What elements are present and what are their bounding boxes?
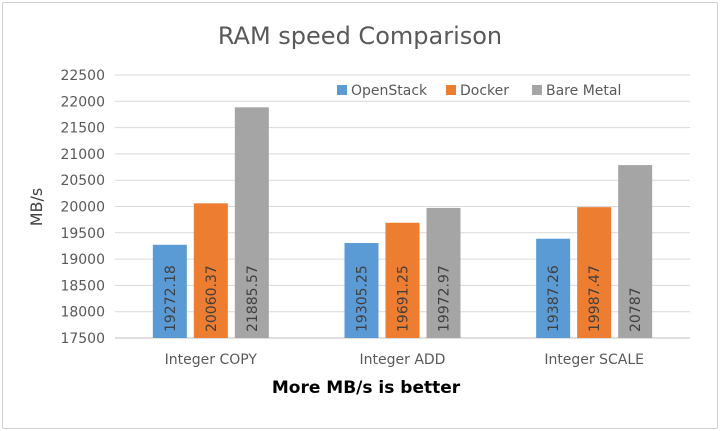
bar-docker bbox=[385, 222, 420, 338]
bar-openstack bbox=[344, 243, 379, 338]
y-tick-label: 19000 bbox=[60, 252, 105, 268]
x-category-label: Integer ADD bbox=[360, 352, 446, 368]
legend: OpenStack Docker Bare Metal bbox=[337, 83, 621, 99]
legend-swatch bbox=[532, 85, 542, 95]
data-label: 19305.25 bbox=[355, 265, 371, 332]
y-tick-label: 19500 bbox=[60, 226, 105, 242]
data-label: 19972.97 bbox=[437, 265, 453, 332]
y-tick-label: 22000 bbox=[60, 94, 105, 110]
y-axis-label: MB/s bbox=[27, 188, 46, 227]
legend-label: Bare Metal bbox=[546, 83, 621, 99]
legend-swatch bbox=[446, 85, 456, 95]
y-tick-label: 22500 bbox=[60, 68, 105, 84]
bar-openstack bbox=[152, 244, 187, 338]
x-axis-label: More MB/s is better bbox=[272, 378, 461, 398]
data-label: 21885.57 bbox=[245, 265, 261, 332]
data-label: 19987.47 bbox=[587, 265, 603, 332]
chart-title: RAM speed Comparison bbox=[218, 22, 502, 50]
y-tick-label: 21000 bbox=[60, 147, 105, 163]
bar-docker bbox=[193, 203, 228, 338]
y-tick-label: 17500 bbox=[60, 331, 105, 347]
legend-swatch bbox=[337, 85, 347, 95]
y-tick-labels: 17500 18000 18500 19000 19500 20000 20500 21000… bbox=[60, 68, 105, 347]
y-tick-label: 18000 bbox=[60, 305, 105, 321]
x-category-label: Integer COPY bbox=[165, 352, 258, 368]
bar-docker bbox=[577, 207, 612, 338]
data-label: 20060.37 bbox=[204, 265, 220, 332]
bars bbox=[152, 107, 653, 338]
data-label: 19387.26 bbox=[546, 265, 562, 332]
legend-label: OpenStack bbox=[351, 83, 428, 99]
data-label: 20787 bbox=[628, 287, 644, 332]
bar-bare-metal bbox=[618, 165, 653, 338]
bar-openstack bbox=[536, 238, 571, 338]
x-category-labels: Integer COPY Integer ADD Integer SCALE bbox=[165, 352, 644, 368]
legend-label: Docker bbox=[460, 83, 509, 99]
y-tick-label: 18500 bbox=[60, 278, 105, 294]
x-category-label: Integer SCALE bbox=[544, 352, 644, 368]
y-tick-label: 20500 bbox=[60, 173, 105, 189]
y-tick-label: 21500 bbox=[60, 121, 105, 137]
y-tick-label: 20000 bbox=[60, 200, 105, 216]
data-label: 19272.18 bbox=[163, 265, 179, 332]
bar-bare-metal bbox=[234, 107, 269, 338]
bar-bare-metal bbox=[426, 207, 461, 338]
data-label: 19691.25 bbox=[396, 265, 412, 332]
data-labels: 19272.18 20060.37 21885.57 19305.25 19691.25… bbox=[163, 265, 644, 332]
